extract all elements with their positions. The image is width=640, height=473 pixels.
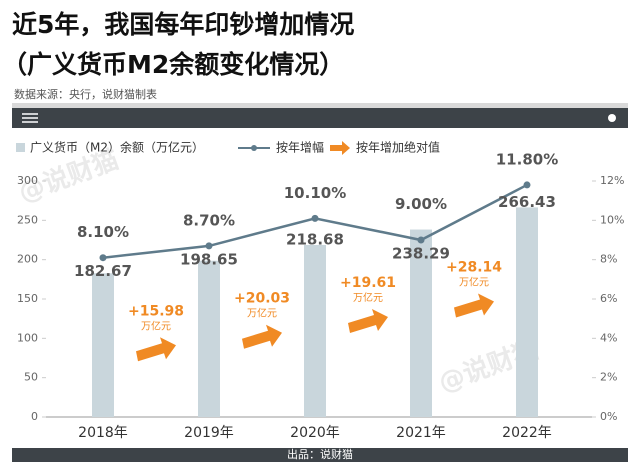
footer-band <box>12 448 628 462</box>
menu-icon <box>22 113 38 123</box>
source: 数据来源：央行，说财猫制表 <box>14 87 157 101</box>
bar-value-label: 198.65 <box>180 250 238 268</box>
bar-value-label: 266.43 <box>498 193 556 211</box>
x-tick-label: 2021年 <box>396 425 446 441</box>
x-tick-label: 2018年 <box>78 425 128 441</box>
y2-tick-label: 12% <box>600 174 624 187</box>
bar-value-label: 182.67 <box>74 262 132 280</box>
y-tick-label: 150 <box>17 292 38 305</box>
legend-swatch <box>251 145 257 151</box>
increase-label: +28.14 <box>446 260 502 276</box>
legend-swatch <box>16 143 25 152</box>
increase-label: +19.61 <box>340 275 396 291</box>
increase-arrow <box>242 324 282 349</box>
legend-label: 广义货币（M2）余额（万亿元） <box>30 140 204 155</box>
y-tick-label: 50 <box>24 371 38 384</box>
dot-icon <box>608 114 616 122</box>
y2-tick-label: 6% <box>600 292 617 305</box>
bar-value-label: 218.68 <box>286 230 344 248</box>
bar <box>304 244 326 417</box>
x-tick-label: 2022年 <box>502 425 552 441</box>
bar <box>516 207 538 417</box>
increase-unit: 万亿元 <box>353 291 383 304</box>
line-value-label: 8.70% <box>183 211 235 229</box>
y-tick-label: 0 <box>31 410 38 423</box>
header-band <box>12 108 628 128</box>
increase-label: +20.03 <box>234 291 290 307</box>
y-tick-label: 100 <box>17 331 38 344</box>
line-point <box>311 214 319 222</box>
bar-value-label: 238.29 <box>392 245 450 263</box>
chart-title: 近5年，我国每年印钞增加情况 <box>12 10 354 39</box>
x-tick-label: 2020年 <box>290 425 340 441</box>
increase-arrow <box>136 337 176 362</box>
increase-unit: 万亿元 <box>141 319 171 332</box>
y-tick-label: 250 <box>17 213 38 226</box>
y2-tick-label: 8% <box>600 253 617 266</box>
bar <box>198 260 220 417</box>
x-tick-label: 2019年 <box>184 425 234 441</box>
header-strip <box>12 103 628 108</box>
bar <box>410 229 432 417</box>
line-point <box>417 236 425 244</box>
y2-tick-label: 10% <box>600 213 624 226</box>
y2-tick-label: 0% <box>600 410 617 423</box>
increase-arrow <box>454 293 494 318</box>
legend-label: 按年增加绝对值 <box>356 140 440 155</box>
legend-swatch <box>330 141 350 155</box>
bar <box>92 273 114 417</box>
line-value-label: 11.80% <box>496 150 558 168</box>
chart-subtitle: （广义货币M2余额变化情况） <box>2 50 344 79</box>
line-value-label: 8.10% <box>77 223 129 241</box>
increase-arrow <box>348 308 388 333</box>
increase-unit: 万亿元 <box>247 307 277 320</box>
legend-label: 按年增幅 <box>276 140 324 155</box>
y-tick-label: 200 <box>17 253 38 266</box>
line-point <box>99 254 107 262</box>
y2-tick-label: 2% <box>600 371 617 384</box>
line-point <box>523 181 531 189</box>
footer: 出品：说财猫 <box>287 447 353 461</box>
y2-tick-label: 4% <box>600 331 617 344</box>
line-value-label: 10.10% <box>284 184 346 202</box>
line-value-label: 9.00% <box>395 195 447 213</box>
increase-unit: 万亿元 <box>459 276 489 289</box>
increase-label: +15.98 <box>128 303 184 319</box>
line-point <box>205 242 213 250</box>
y-tick-label: 300 <box>17 174 38 187</box>
